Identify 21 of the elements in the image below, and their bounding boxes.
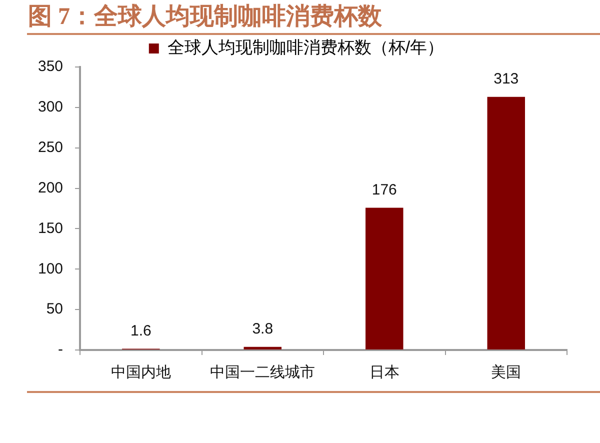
y-tick-label: 200 <box>38 179 64 196</box>
y-tick-label: 50 <box>46 300 64 318</box>
y-tick-label: 250 <box>38 139 64 156</box>
y-tick-label: 350 <box>38 58 64 76</box>
data-label: 313 <box>494 70 519 88</box>
data-label: 176 <box>372 181 397 198</box>
bar <box>487 96 525 350</box>
y-tick-label: 150 <box>38 220 64 237</box>
y-tick-label: 300 <box>38 98 64 116</box>
data-label: 1.6 <box>130 322 152 340</box>
legend-label: 全球人均现制咖啡消费杯数（杯/年） <box>167 38 444 58</box>
x-tick-label: 日本 <box>369 364 400 382</box>
chart-title: 图 7：全球人均现制咖啡消费杯数 <box>28 4 382 31</box>
data-label: 3.8 <box>252 320 274 338</box>
bar <box>366 208 404 350</box>
y-tick-label: 100 <box>38 260 64 278</box>
bar <box>244 346 282 350</box>
x-tick-label: 中国内地 <box>110 364 171 382</box>
y-tick-label: - <box>58 341 64 358</box>
x-tick-label: 中国一二线城市 <box>210 364 316 382</box>
x-tick-label: 美国 <box>491 364 522 382</box>
